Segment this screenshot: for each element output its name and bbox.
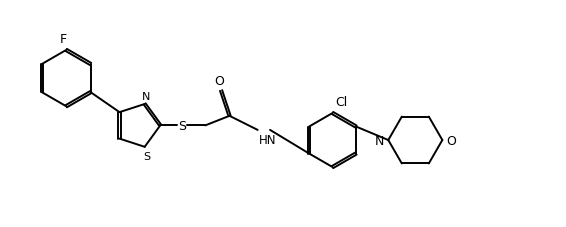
Text: O: O bbox=[446, 134, 456, 147]
Text: F: F bbox=[60, 33, 67, 46]
Text: HN: HN bbox=[259, 134, 276, 147]
Text: N: N bbox=[142, 91, 150, 101]
Text: O: O bbox=[215, 74, 224, 87]
Text: S: S bbox=[143, 151, 150, 161]
Text: Cl: Cl bbox=[336, 96, 348, 109]
Text: N: N bbox=[375, 134, 384, 147]
Text: S: S bbox=[178, 119, 186, 132]
